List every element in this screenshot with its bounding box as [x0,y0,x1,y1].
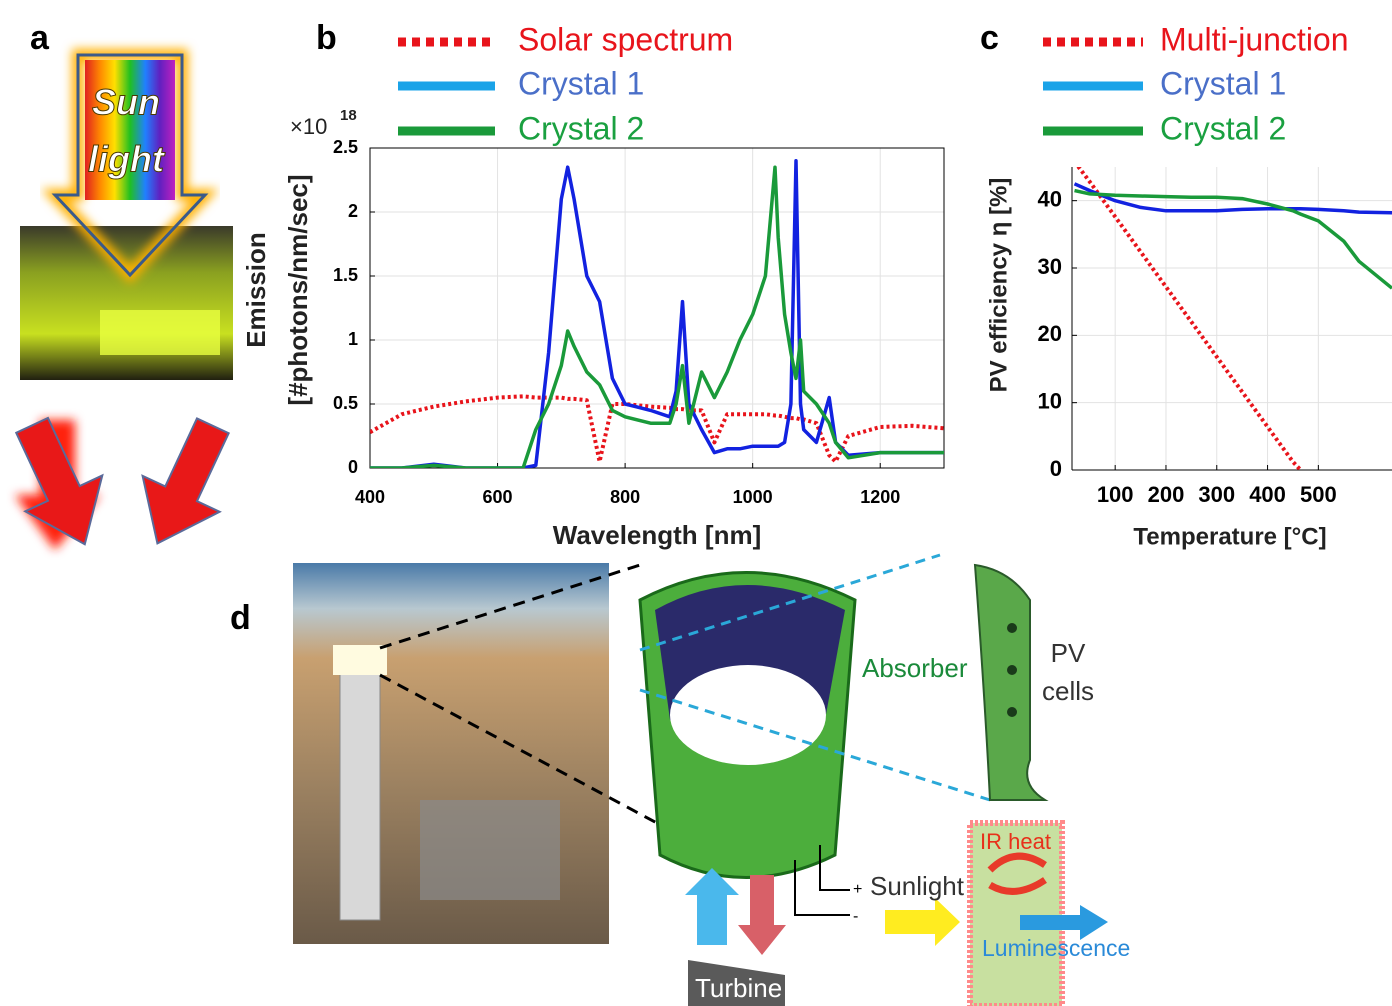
y-tick-label: 0.5 [333,393,358,413]
y-tick-label: 10 [1038,388,1062,413]
y-tick-label: 2.5 [333,137,358,157]
x-axis-label: Temperature [°C] [1133,523,1326,550]
y-axis-label: PV efficiency η [%] [985,178,1012,393]
panel-label: d [230,599,251,637]
series-line [370,396,944,461]
x-tick-label: 200 [1148,482,1185,507]
y-axis-label: [#photons/nm/sec] [283,174,313,405]
plot-frame [370,148,944,468]
ir-heat-label: IR heat [980,829,1051,854]
crystal-illustration [0,55,251,562]
x-tick-label: 100 [1097,482,1134,507]
x-axis-label: Wavelength [nm] [553,520,761,550]
x-tick-label: 600 [483,487,513,507]
x-tick-label: 400 [1249,482,1286,507]
x-tick-label: 1000 [733,487,773,507]
y-exponent: 18 [340,107,357,124]
legend-label: Crystal 2 [1160,110,1286,146]
pv-label: PV [1051,638,1086,668]
y-tick-label: 30 [1038,254,1062,279]
y-tick-label: 20 [1038,321,1062,346]
series-line [1075,191,1392,289]
x-tick-label: 1200 [860,487,900,507]
x-tick-label: 400 [355,487,385,507]
figure: a b c d Sun light Absor [0,0,1392,1006]
panel-label: b [316,19,337,57]
y-axis-label: Emission [241,232,271,348]
minus-label: - [853,908,858,925]
x-tick-label: 300 [1198,482,1235,507]
y-multiplier: ×10 [290,114,327,139]
y-tick-label: 1 [348,329,358,349]
absorber-label: Absorber [862,653,968,683]
legend-label: Solar spectrum [518,21,733,57]
legend-label: Crystal 2 [518,110,644,146]
plus-label: + [853,881,862,898]
panel-label: a [30,19,50,57]
sunlight-label: Sunlight [870,871,965,901]
y-tick-label: 0 [1050,456,1062,481]
y-tick-label: 2 [348,201,358,221]
y-tick-label: 40 [1038,186,1062,211]
turbine-label: Turbine [695,973,782,1003]
legend-label: Multi-junction [1160,21,1349,57]
legend-label: Crystal 1 [518,65,644,101]
sun-label: Sun [92,82,160,123]
luminescence-label: Luminescence [982,935,1130,961]
cells-label: cells [1042,676,1094,706]
y-tick-label: 0 [348,457,358,477]
legend-label: Crystal 1 [1160,65,1286,101]
x-tick-label: 500 [1300,482,1337,507]
x-tick-label: 800 [610,487,640,507]
y-tick-label: 1.5 [333,265,358,285]
panel-label: c [980,19,999,57]
light-label: light [88,139,166,180]
